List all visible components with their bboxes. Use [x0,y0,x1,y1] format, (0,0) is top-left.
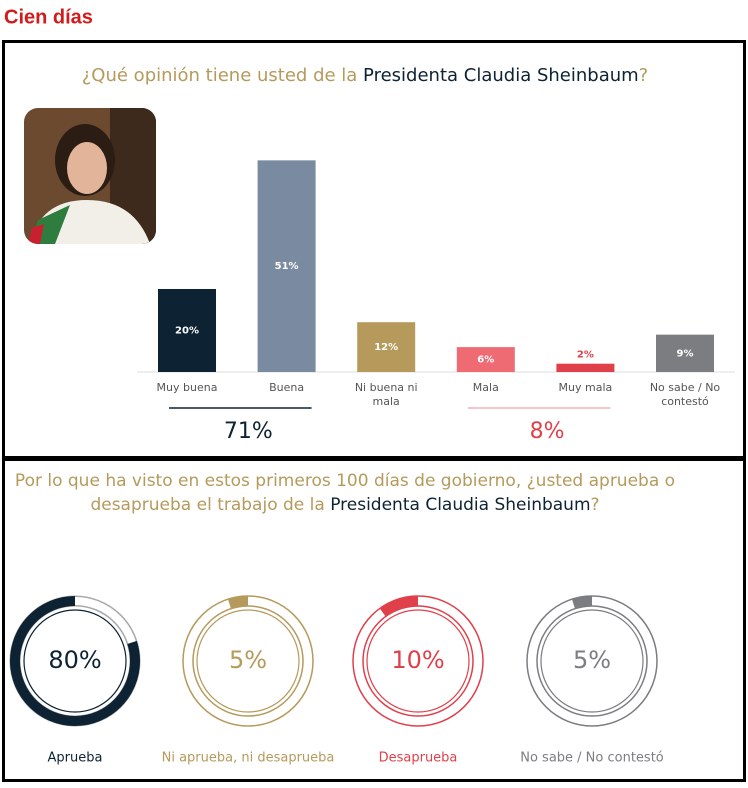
bar [257,160,316,372]
header-title: Cien días [4,6,93,28]
title-part: ? [591,495,600,515]
bar [656,334,714,372]
category-label: No sabe / No contestó [520,751,664,766]
photo [24,108,156,244]
group-total: 71% [224,419,273,444]
chart-title: Por lo que ha visto en estos primeros 10… [15,471,675,491]
title-part: Presidenta Claudia Sheinbaum [330,495,590,515]
category-label-box: Ni buena ni mala [354,381,418,408]
title-part: Presidenta Claudia Sheinbaum [363,65,639,86]
value-label: 6% [477,355,494,366]
value-label: 5% [573,646,611,674]
category-label: Aprueba [48,751,103,766]
chart-title: desaprueba el trabajo de la Presidenta C… [90,495,599,515]
value-label: 51% [275,261,299,272]
panel [2,458,746,782]
ring-inner [366,609,470,713]
value-label: 10% [391,646,444,674]
value-label: 20% [175,326,199,337]
title-part: ? [639,65,649,86]
category-label: Muy buena [156,381,218,394]
bar [158,289,216,372]
category-label-box: No sabe / No contestó [649,381,721,408]
title-part: desaprueba el trabajo de la [90,495,330,515]
category-label-box: Buena [269,381,305,394]
title-part: ¿Qué opinión tiene usted de la [82,65,363,86]
category-label: Desaprueba [379,751,458,766]
bar [357,322,416,372]
ring-arc [227,596,249,609]
bar [556,363,615,372]
category-label-box: Muy mala [558,381,613,394]
category-label: Buena [269,381,305,394]
ring-arc [10,596,140,726]
group-total: 8% [530,419,565,444]
value-label: 5% [229,646,267,674]
category-label: Ni buena ni mala [354,381,418,408]
ring-inner [23,609,127,713]
ring-arc [571,596,593,609]
category-label-box: Muy buena [156,381,218,394]
category-label-box: Mala [472,381,499,394]
ring-inner [540,609,644,713]
value-label: 9% [677,348,694,359]
category-label: Mala [472,381,499,394]
value-label: 80% [48,646,101,674]
bar [456,347,515,372]
category-label: Muy mala [558,381,613,394]
ring-inner [196,609,300,713]
ring-arc [379,596,419,617]
value-label: 2% [577,350,594,361]
category-label: Ni aprueba, ni desaprueba [162,751,335,766]
category-label: No sabe / No contestó [649,381,721,408]
chart-title: ¿Qué opinión tiene usted de la President… [82,65,648,86]
value-label: 12% [374,342,398,353]
